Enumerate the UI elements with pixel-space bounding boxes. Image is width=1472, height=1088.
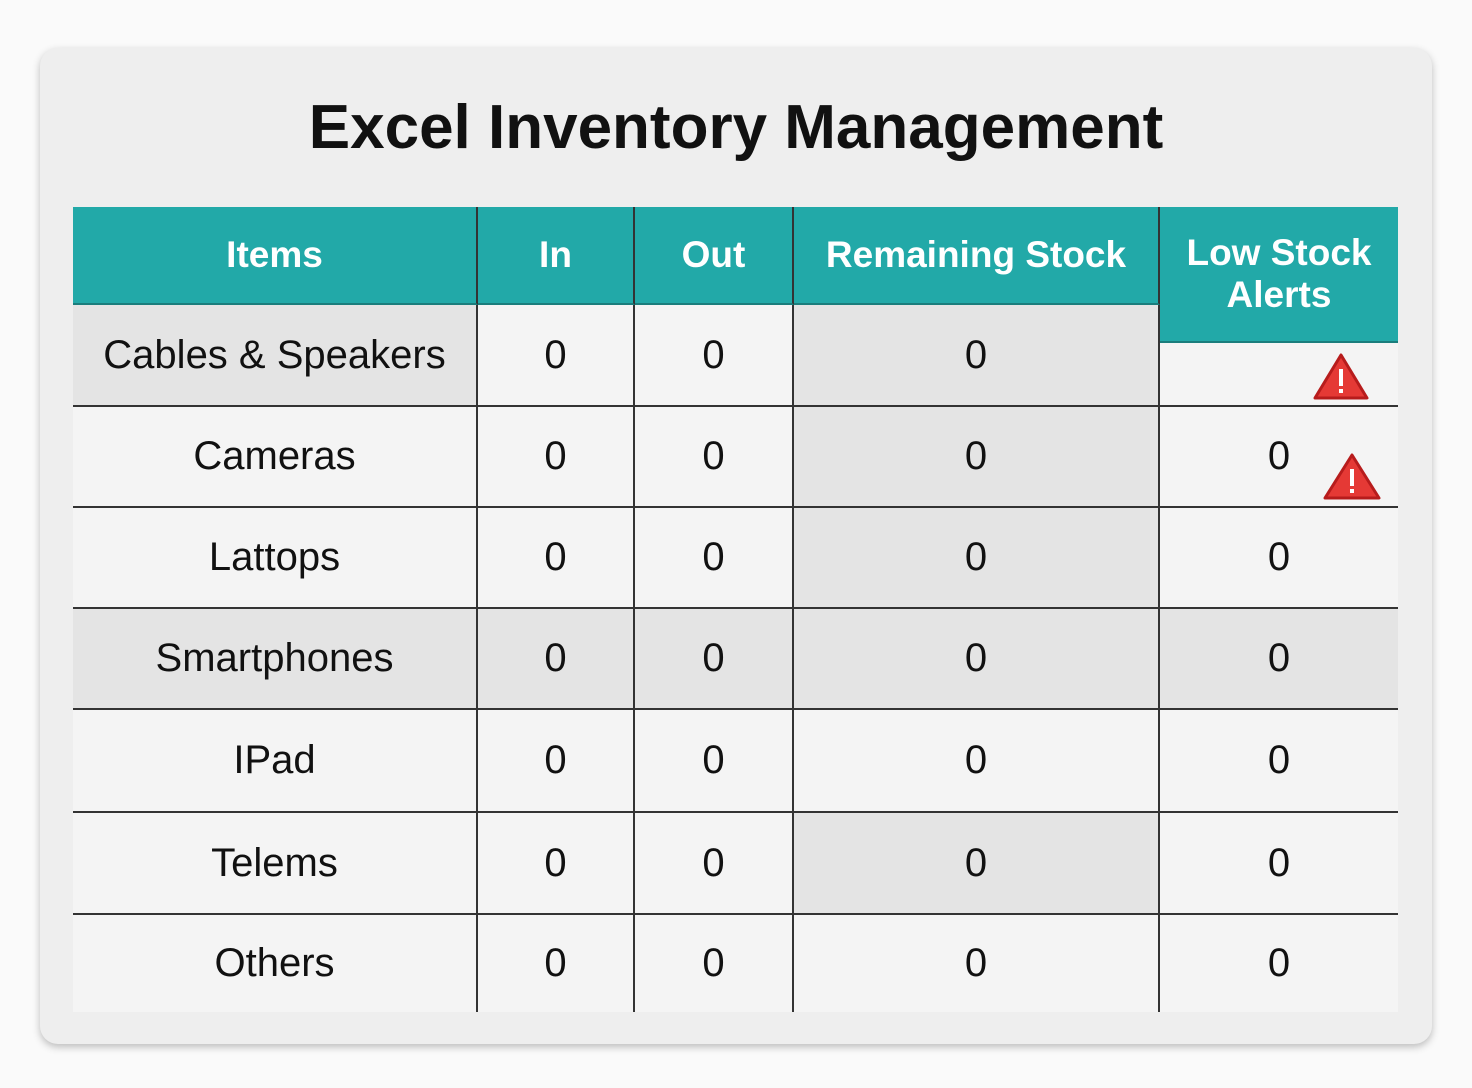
value-cell: 0 xyxy=(1160,609,1398,710)
value-cell: 0 xyxy=(635,609,794,710)
column-header: Remaining Stock xyxy=(794,207,1160,305)
value-cell: 0 xyxy=(635,915,794,1012)
item-cell: IPad xyxy=(73,710,478,813)
value-cell: 0 xyxy=(1160,813,1398,915)
value-cell: 0 xyxy=(478,710,635,813)
column-header: In xyxy=(478,207,635,305)
value-cell: 0 xyxy=(794,407,1160,508)
warning-icon xyxy=(1323,453,1381,500)
value-cell: 0 xyxy=(478,407,635,508)
value-cell: 0 xyxy=(478,508,635,609)
value-cell: 0 xyxy=(1160,508,1398,609)
column-header: Out xyxy=(635,207,794,305)
column-header: Low Stock Alerts xyxy=(1160,207,1398,343)
title: Excel Inventory Management xyxy=(308,93,1164,162)
column-header: Items xyxy=(73,207,478,305)
item-cell: Cameras xyxy=(73,407,478,508)
item-cell: Telems xyxy=(73,813,478,915)
warning-icon xyxy=(1313,353,1369,400)
item-cell: Cables & Speakers xyxy=(73,305,478,407)
value-cell: 0 xyxy=(794,915,1160,1012)
value-cell: 0 xyxy=(635,407,794,508)
item-cell: Others xyxy=(73,915,478,1012)
value-cell: 0 xyxy=(478,609,635,710)
item-cell: Smartphones xyxy=(73,609,478,710)
value-cell: 0 xyxy=(794,813,1160,915)
value-cell: 0 xyxy=(635,305,794,407)
value-cell: 0 xyxy=(1160,710,1398,813)
item-cell: Lattops xyxy=(73,508,478,609)
value-cell: 0 xyxy=(794,305,1160,407)
value-cell: 0 xyxy=(478,305,635,407)
value-cell: 0 xyxy=(794,710,1160,813)
value-cell: 0 xyxy=(478,915,635,1012)
value-cell: 0 xyxy=(1160,915,1398,1012)
value-cell: 0 xyxy=(635,508,794,609)
value-cell: 0 xyxy=(635,710,794,813)
value-cell: 0 xyxy=(478,813,635,915)
value-cell: 0 xyxy=(635,813,794,915)
value-cell: 0 xyxy=(794,508,1160,609)
value-cell: 0 xyxy=(794,609,1160,710)
